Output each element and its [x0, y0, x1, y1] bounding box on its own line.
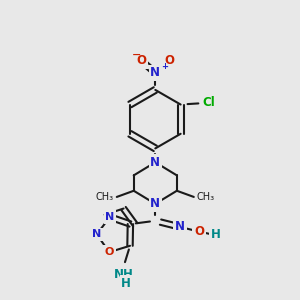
Text: CH₃: CH₃ — [96, 192, 114, 202]
Text: O: O — [104, 247, 114, 257]
Text: O: O — [136, 54, 146, 67]
Text: N: N — [150, 156, 160, 169]
Text: CH₃: CH₃ — [197, 192, 215, 202]
Text: N: N — [105, 212, 115, 222]
Text: N: N — [150, 197, 160, 210]
Text: O: O — [164, 54, 174, 67]
Text: −: − — [132, 50, 142, 60]
Text: N: N — [150, 67, 160, 80]
Text: O: O — [194, 225, 204, 238]
Text: Cl: Cl — [203, 97, 215, 110]
Text: H: H — [121, 277, 131, 290]
Text: H: H — [210, 228, 220, 241]
Text: +: + — [161, 62, 168, 71]
Text: NH: NH — [114, 268, 134, 281]
Text: N: N — [175, 220, 185, 233]
Text: N: N — [92, 229, 101, 239]
